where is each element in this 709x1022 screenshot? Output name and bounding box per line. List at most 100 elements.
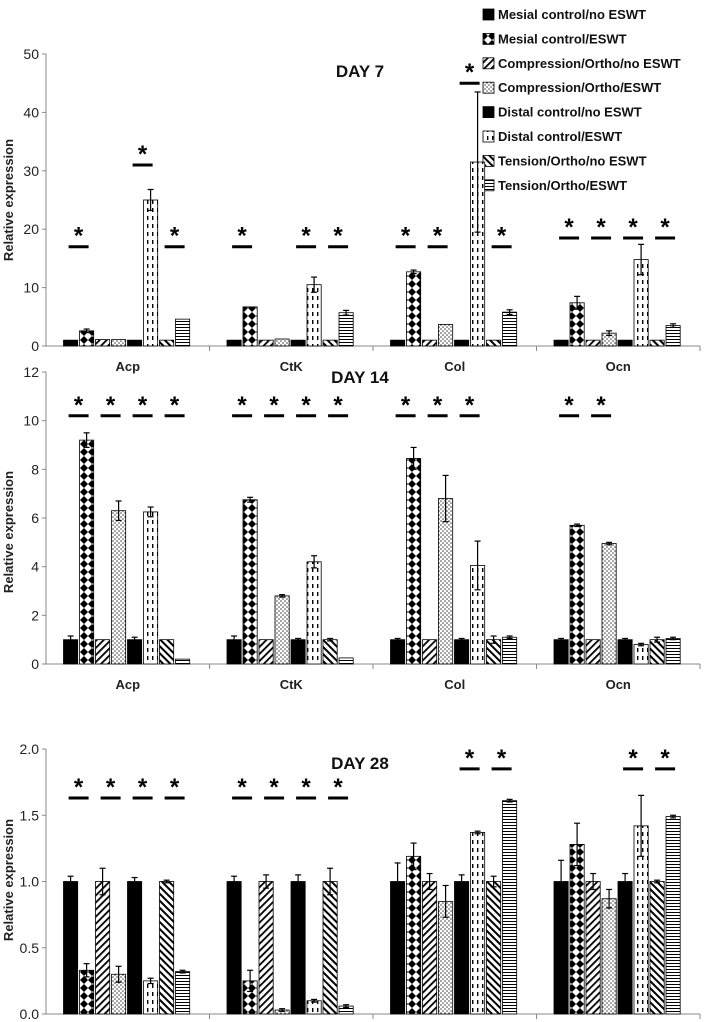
bar [585, 881, 601, 1015]
significance-star: * [74, 774, 84, 801]
legend-label: Distal control/no ESWT [498, 105, 642, 120]
panel-title: DAY 28 [331, 754, 389, 773]
category-label: Col [444, 677, 465, 692]
y-tick-label: 6 [31, 510, 39, 526]
significance-star: * [237, 774, 247, 801]
significance-star: * [465, 392, 475, 419]
significance-star: * [660, 745, 670, 772]
legend-swatch [482, 57, 495, 70]
significance-star: * [106, 392, 116, 419]
bar [159, 639, 175, 665]
bar [633, 644, 649, 665]
y-tick-label: 2 [31, 607, 39, 623]
bar [111, 339, 127, 347]
legend-swatch [482, 154, 495, 167]
category-label: Acp [115, 359, 140, 374]
y-tick-label: 10 [23, 280, 39, 296]
bar [569, 524, 585, 665]
y-tick-label: 1.0 [20, 874, 40, 890]
significance-star: * [333, 392, 343, 419]
legend-label: Tension/Ortho/no ESWT [498, 153, 647, 168]
significance-star: * [74, 392, 84, 419]
bar [390, 881, 406, 1015]
bar [79, 439, 95, 665]
y-tick-label: 2.0 [20, 741, 40, 757]
y-tick-label: 40 [23, 104, 39, 120]
bar [617, 881, 633, 1015]
bar [226, 881, 242, 1015]
bar [486, 881, 502, 1015]
panel-title: DAY 7 [336, 62, 384, 81]
bar [454, 639, 470, 665]
bar [649, 339, 665, 347]
y-axis-label: Relative expression [1, 819, 16, 941]
y-tick-label: 4 [31, 559, 39, 575]
y-axis-label: Relative expression [1, 471, 16, 593]
bar [95, 339, 111, 347]
bar [95, 639, 111, 665]
y-tick-label: 0 [31, 338, 39, 354]
category-label: Col [444, 359, 465, 374]
category-label: Acp [115, 677, 140, 692]
category-label: Ocn [606, 359, 631, 374]
bar [242, 499, 258, 665]
significance-star: * [433, 223, 443, 250]
y-axis-label: Relative expression [1, 139, 16, 261]
legend-swatch [482, 130, 495, 143]
bar [454, 339, 470, 347]
bar [406, 457, 422, 665]
bar [601, 898, 617, 1015]
y-tick-label: 0 [31, 656, 39, 672]
bar [258, 339, 274, 347]
significance-star: * [333, 774, 343, 801]
bar [242, 306, 258, 347]
bar [143, 511, 159, 665]
significance-star: * [138, 774, 148, 801]
category-label: Ocn [606, 677, 631, 692]
significance-star: * [596, 214, 606, 241]
bar [63, 881, 79, 1015]
bar [143, 980, 159, 1015]
significance-star: * [596, 392, 606, 419]
legend-label: Compression/Ortho/no ESWT [498, 56, 681, 71]
bar [143, 199, 159, 347]
legend: Mesial control/no ESWT Mesial control/ESW… [482, 7, 681, 193]
bar [127, 639, 143, 665]
significance-star: * [170, 392, 180, 419]
bar [127, 881, 143, 1015]
bar [585, 339, 601, 347]
bar [470, 832, 486, 1015]
bar [390, 339, 406, 347]
significance-star: * [433, 392, 443, 419]
y-tick-label: 10 [23, 413, 39, 429]
bar [175, 318, 191, 347]
significance-star: * [74, 223, 84, 250]
bar [258, 639, 274, 665]
significance-star: * [564, 392, 574, 419]
significance-star: * [301, 392, 311, 419]
y-tick-label: 1.5 [20, 807, 40, 823]
significance-star: * [401, 223, 411, 250]
bar [175, 971, 191, 1015]
bar [322, 639, 338, 665]
bar [553, 639, 569, 665]
bar [502, 800, 518, 1015]
bar [290, 639, 306, 665]
significance-star: * [660, 214, 670, 241]
plot-area: 0.00.51.01.52.0ACP****CtK****Col**Ocn** [20, 741, 701, 1022]
bar [127, 339, 143, 347]
significance-star: * [497, 745, 507, 772]
bar [159, 881, 175, 1015]
bar [63, 339, 79, 347]
bar [274, 595, 290, 665]
legend-label: Compression/Ortho/ESWT [498, 80, 661, 95]
panel-title: DAY 14 [331, 368, 389, 387]
bar [306, 561, 322, 665]
legend-label: Mesial control/no ESWT [498, 7, 646, 22]
bar [665, 816, 681, 1015]
panel-day28: DAY 28 Relative expression 0.0 0.5 1.0 1.5 2… [1, 741, 701, 1022]
significance-star: * [333, 223, 343, 250]
significance-star: * [628, 745, 638, 772]
bar [665, 638, 681, 665]
significance-star: * [138, 141, 148, 168]
